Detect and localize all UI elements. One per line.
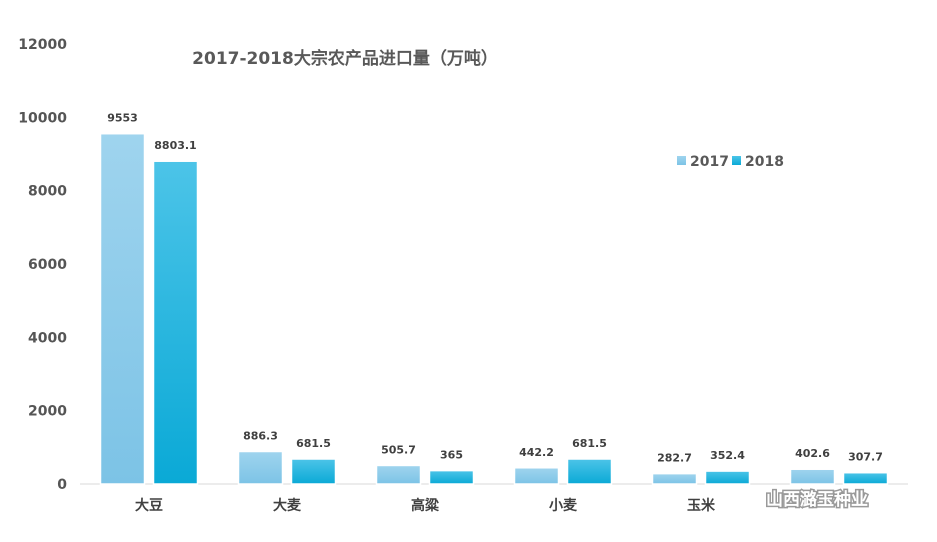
bar-2017-5 [789, 468, 836, 485]
data-label: 9553 [107, 112, 138, 125]
bar-2018-2 [428, 469, 475, 485]
legend-label-2017: 2017 [690, 154, 729, 170]
wechat-icon [731, 486, 759, 509]
data-label: 307.7 [848, 451, 883, 464]
data-label: 442.2 [519, 446, 554, 459]
y-tick-label: 2000 [28, 404, 67, 420]
x-axis: 大豆 大麦 高粱 小麦 玉米 [135, 497, 716, 514]
data-labels: 9553 8803.1 886.3 681.5 505.7 365 442.2 681.5 28… [107, 112, 883, 465]
legend: 2017 2018 [677, 154, 784, 170]
bar-2017-0 [99, 132, 146, 485]
data-label: 681.5 [296, 437, 331, 450]
bar-2017-2 [375, 464, 422, 485]
bar-2018-5 [842, 471, 889, 485]
y-tick-label: 10000 [18, 110, 67, 126]
data-label: 886.3 [243, 430, 278, 443]
bars [99, 132, 889, 485]
bar-2018-1 [290, 458, 337, 485]
bar-2017-1 [237, 450, 284, 485]
data-label: 8803.1 [154, 139, 196, 152]
y-tick-label: 0 [57, 477, 67, 493]
bar-2018-4 [704, 470, 751, 485]
legend-swatch-2017 [677, 156, 686, 165]
category-label: 大麦 [273, 497, 302, 514]
category-label: 玉米 [687, 497, 716, 514]
y-axis: 0 2000 4000 6000 8000 10000 12000 [18, 37, 67, 493]
data-label: 282.7 [657, 452, 692, 465]
legend-swatch-2018 [732, 156, 741, 165]
y-tick-label: 8000 [28, 184, 67, 200]
data-label: 352.4 [710, 449, 745, 462]
category-label: 大豆 [135, 497, 163, 514]
category-label: 高粱 [411, 497, 440, 514]
watermark: 山西潞玉种业 [731, 486, 870, 512]
chart-title: 2017-2018大宗农产品进口量（万吨） [192, 48, 498, 69]
y-tick-label: 4000 [28, 330, 67, 346]
data-label: 402.6 [795, 447, 830, 460]
data-label: 365 [440, 449, 463, 462]
category-label: 小麦 [549, 497, 578, 514]
bar-2017-3 [513, 467, 560, 485]
data-label: 681.5 [572, 437, 607, 450]
data-label: 505.7 [381, 443, 416, 456]
y-tick-label: 6000 [28, 257, 67, 273]
y-tick-label: 12000 [18, 37, 67, 53]
bar-2017-4 [651, 472, 698, 485]
legend-label-2018: 2018 [745, 154, 784, 170]
bar-2018-0 [152, 160, 199, 485]
watermark-text: 山西潞玉种业 [766, 489, 868, 510]
bar-2018-3 [566, 458, 613, 485]
